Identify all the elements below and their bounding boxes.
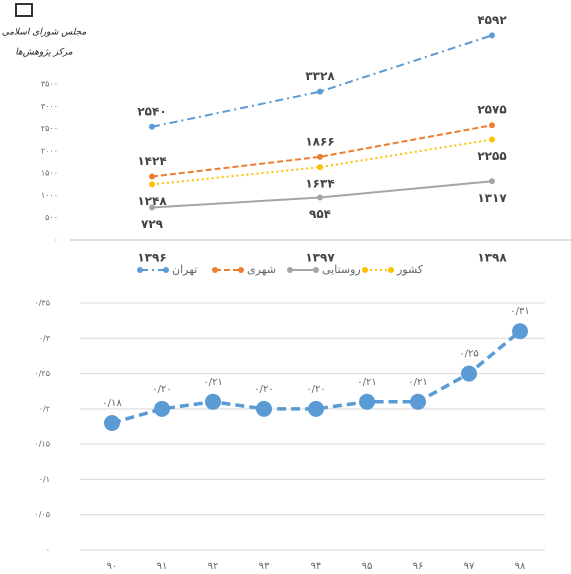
data-label: ۰/۲۰ (306, 384, 325, 395)
logo: مجلس شورای اسلامی مرکز پژوهش‌ها (2, 3, 87, 58)
x-tick-label: ۱۳۹۸ (477, 251, 507, 265)
y-tick-label: ۲۵۰۰ (41, 124, 58, 133)
y-tick-label: ۰ (46, 546, 50, 555)
marker (317, 194, 323, 201)
data-label: ۱۸۶۶ (305, 134, 334, 148)
series-line (151, 138, 493, 186)
y-tick-label: ۰/۲ (39, 404, 50, 413)
x-tick-label: ۹۴ (311, 561, 322, 572)
data-label: ۰/۲۱ (408, 377, 427, 388)
data-label: ۳۳۲۸ (305, 69, 335, 83)
y-tick-label: ۰/۱ (39, 475, 50, 484)
marker (205, 393, 221, 410)
y-tick-label: ۱۰۰۰ (41, 191, 58, 200)
data-label: ۷۲۹ (141, 217, 164, 231)
marker (489, 122, 495, 129)
y-tick-label: ۱۵۰۰ (41, 169, 58, 178)
marker (149, 123, 155, 130)
y-tick-label: ۳۵۰۰ (41, 80, 58, 89)
y-tick-label: ۰ (54, 236, 58, 245)
x-tick-label: ۹۸ (515, 561, 526, 572)
marker (256, 400, 272, 417)
legend-marker (388, 267, 394, 273)
legend-marker (137, 267, 143, 273)
legend-marker (238, 267, 244, 273)
x-tick-label: ۹۱ (157, 561, 168, 572)
logo-text: مجلس شورای اسلامی (2, 28, 87, 38)
x-tick-label: ۹۰ (107, 561, 118, 572)
y-tick-label: ۰/۳ (39, 334, 51, 343)
data-label: ۱۲۴۸ (137, 194, 167, 208)
y-tick-label: ۰/۱۵ (34, 440, 50, 449)
marker (359, 393, 375, 410)
x-tick-label: ۹۵ (362, 561, 373, 572)
marker (317, 164, 323, 171)
marker (489, 178, 495, 185)
series-line (151, 124, 493, 178)
legend-marker (287, 267, 293, 273)
x-tick-label: ۹۷ (464, 561, 475, 572)
marker (317, 88, 323, 95)
data-label: ۰/۲۱ (203, 377, 222, 388)
x-tick-label: ۱۳۹۷ (305, 251, 335, 265)
y-tick-label: ۰/۳۵ (34, 299, 50, 308)
x-tick-label: ۹۳ (259, 561, 270, 572)
x-tick-label: ۹۶ (413, 561, 424, 572)
data-label: ۲۵۷۵ (477, 103, 506, 117)
data-label: ۲۵۴۰ (137, 104, 166, 118)
marker (149, 181, 155, 188)
data-label: ۱۶۳۴ (305, 177, 334, 191)
x-tick-label: ۹۲ (208, 561, 219, 572)
data-label: ۹۵۴ (309, 207, 331, 221)
legend-label: تهران (172, 263, 197, 276)
data-label: ۲۲۵۵ (477, 149, 506, 163)
logo-text: مرکز پژوهش‌ها (15, 48, 73, 58)
marker (149, 173, 155, 180)
legend-label: شهری (247, 263, 276, 276)
y-tick-label: ۳۰۰۰ (41, 102, 58, 111)
data-label: ۰/۲۱ (357, 377, 376, 388)
marker (149, 204, 155, 211)
data-label: ۰/۱۸ (102, 398, 122, 409)
marker (317, 153, 323, 160)
marker (154, 400, 170, 417)
y-tick-label: ۲۰۰۰ (41, 146, 58, 155)
legend-label: کشور (396, 263, 424, 276)
legend-label: روستایی (322, 263, 361, 276)
y-tick-label: ۰/۲۵ (34, 369, 50, 378)
logo-icon (15, 3, 33, 17)
legend-marker (163, 267, 169, 273)
y-tick-label: ۰/۰۵ (34, 510, 50, 519)
y-tick-label: ۵۰۰ (45, 213, 58, 222)
marker (489, 32, 495, 39)
legend-marker (362, 267, 368, 273)
data-label: ۰/۲۰ (254, 384, 273, 395)
marker (308, 400, 324, 417)
data-label: ۴۵۹۲ (477, 13, 507, 27)
marker (104, 414, 120, 431)
data-label: ۱۳۱۷ (477, 191, 507, 205)
marker (461, 365, 477, 382)
legend-marker (212, 267, 218, 273)
marker (512, 323, 528, 340)
series-line (151, 34, 493, 128)
data-label: ۰/۲۵ (459, 349, 478, 360)
data-label: ۰/۳۱ (510, 306, 529, 317)
marker (410, 393, 426, 410)
data-label: ۰/۲۰ (152, 384, 171, 395)
x-tick-label: ۱۳۹۶ (137, 251, 166, 265)
data-label: ۱۴۲۴ (137, 154, 166, 168)
legend-marker (313, 267, 319, 273)
marker (489, 136, 495, 143)
